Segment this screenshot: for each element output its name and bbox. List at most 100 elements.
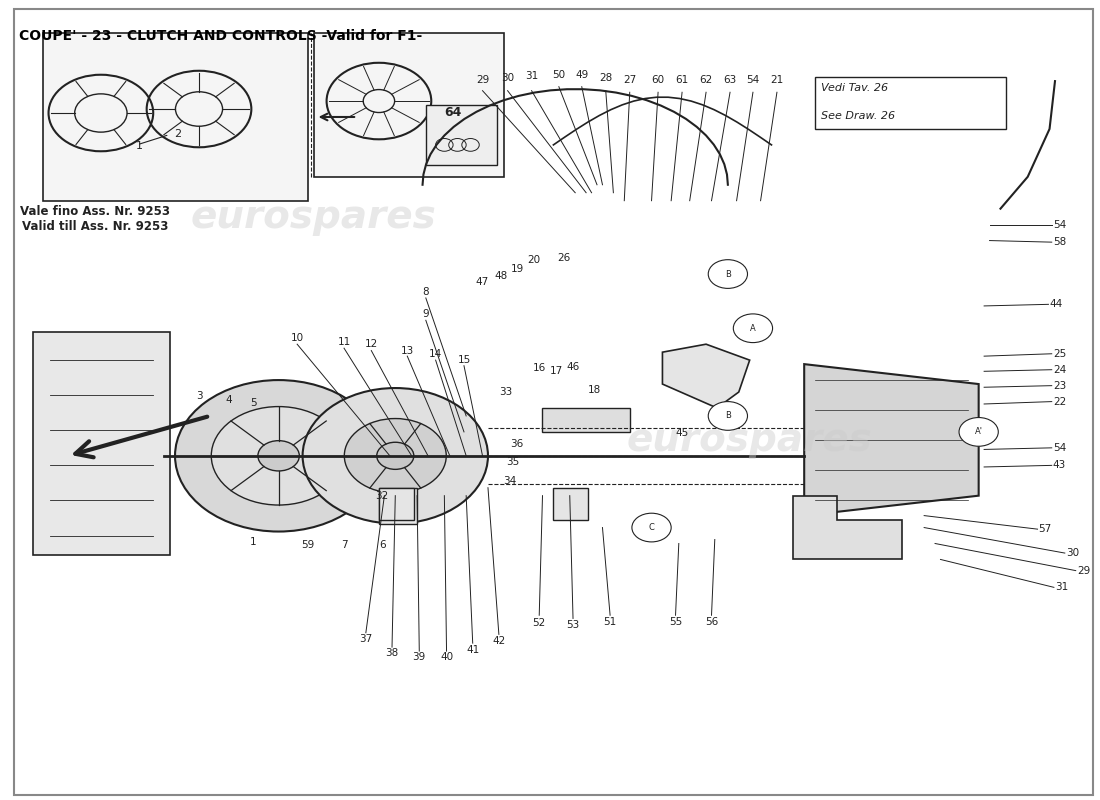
Text: 16: 16 bbox=[532, 363, 546, 373]
Text: 38: 38 bbox=[385, 648, 398, 658]
Text: 35: 35 bbox=[506, 457, 519, 467]
Text: 26: 26 bbox=[558, 253, 571, 263]
Text: 33: 33 bbox=[498, 387, 512, 397]
Text: 37: 37 bbox=[360, 634, 373, 644]
Text: 34: 34 bbox=[503, 476, 516, 486]
Text: 30: 30 bbox=[500, 73, 514, 82]
Text: 20: 20 bbox=[527, 255, 540, 266]
Text: 32: 32 bbox=[375, 490, 388, 501]
Text: 60: 60 bbox=[651, 75, 664, 85]
Circle shape bbox=[959, 418, 999, 446]
Text: 12: 12 bbox=[365, 339, 378, 349]
Bar bbox=[553, 488, 588, 519]
Text: eurospares: eurospares bbox=[190, 198, 437, 236]
FancyBboxPatch shape bbox=[33, 332, 169, 555]
Text: 25: 25 bbox=[1053, 349, 1066, 358]
Text: B: B bbox=[725, 411, 730, 421]
Text: 5: 5 bbox=[250, 398, 256, 408]
FancyBboxPatch shape bbox=[426, 105, 497, 165]
Text: 50: 50 bbox=[552, 70, 565, 79]
Text: 24: 24 bbox=[1053, 365, 1066, 374]
Text: 62: 62 bbox=[700, 75, 713, 85]
Text: 53: 53 bbox=[566, 620, 580, 630]
Text: 45: 45 bbox=[675, 429, 689, 438]
Text: 3: 3 bbox=[196, 391, 202, 401]
Text: 27: 27 bbox=[623, 75, 637, 85]
Text: eurospares: eurospares bbox=[627, 421, 872, 459]
Text: 13: 13 bbox=[400, 346, 414, 355]
Text: COUPE' - 23 - CLUTCH AND CONTROLS -Valid for F1-: COUPE' - 23 - CLUTCH AND CONTROLS -Valid… bbox=[19, 30, 422, 43]
Text: 31: 31 bbox=[525, 71, 538, 81]
Text: 41: 41 bbox=[466, 645, 480, 654]
Text: 1: 1 bbox=[135, 141, 143, 151]
Text: Vedi Tav. 26: Vedi Tav. 26 bbox=[821, 83, 888, 93]
Circle shape bbox=[708, 260, 748, 288]
Text: A: A bbox=[750, 324, 756, 333]
Circle shape bbox=[211, 406, 345, 505]
Text: See Draw. 26: See Draw. 26 bbox=[821, 111, 894, 121]
Polygon shape bbox=[804, 364, 979, 515]
Text: 42: 42 bbox=[493, 636, 506, 646]
Text: 44: 44 bbox=[1049, 299, 1063, 310]
Text: 59: 59 bbox=[301, 540, 315, 550]
Text: 51: 51 bbox=[604, 617, 617, 626]
Text: 11: 11 bbox=[338, 337, 351, 347]
Text: A': A' bbox=[975, 427, 982, 436]
Circle shape bbox=[257, 441, 299, 471]
Text: 47: 47 bbox=[476, 277, 490, 287]
Text: 39: 39 bbox=[412, 652, 426, 662]
Text: 21: 21 bbox=[770, 75, 783, 85]
Bar bbox=[314, 34, 504, 177]
Text: 57: 57 bbox=[1038, 524, 1052, 534]
Bar bbox=[378, 488, 414, 519]
Text: 1: 1 bbox=[250, 537, 256, 547]
Text: 30: 30 bbox=[1066, 548, 1079, 558]
Text: 23: 23 bbox=[1053, 381, 1066, 390]
Text: 63: 63 bbox=[724, 75, 737, 85]
Text: 6: 6 bbox=[378, 540, 385, 550]
Text: 43: 43 bbox=[1053, 460, 1066, 470]
Text: 54: 54 bbox=[1053, 220, 1066, 230]
Text: 29: 29 bbox=[476, 75, 490, 85]
Text: B: B bbox=[725, 270, 730, 278]
Text: 9: 9 bbox=[422, 309, 429, 319]
Text: 28: 28 bbox=[600, 73, 613, 82]
Circle shape bbox=[377, 442, 414, 470]
Text: 10: 10 bbox=[290, 333, 304, 343]
Polygon shape bbox=[662, 344, 750, 408]
Text: 46: 46 bbox=[566, 362, 580, 371]
Text: 54: 54 bbox=[1053, 443, 1066, 453]
Circle shape bbox=[175, 380, 382, 531]
Bar bbox=[542, 408, 629, 432]
Text: 2: 2 bbox=[174, 129, 180, 139]
Text: 4: 4 bbox=[226, 395, 232, 405]
Text: 48: 48 bbox=[494, 271, 508, 282]
Circle shape bbox=[631, 514, 671, 542]
Text: 31: 31 bbox=[1055, 582, 1068, 592]
Text: 7: 7 bbox=[341, 540, 348, 550]
Text: 19: 19 bbox=[510, 264, 524, 274]
Circle shape bbox=[344, 418, 447, 493]
Circle shape bbox=[302, 388, 488, 523]
Text: 49: 49 bbox=[575, 70, 589, 79]
Bar bbox=[815, 77, 1005, 129]
Text: 8: 8 bbox=[422, 287, 429, 298]
Circle shape bbox=[734, 314, 772, 342]
Text: 29: 29 bbox=[1077, 566, 1090, 576]
Text: 18: 18 bbox=[588, 386, 602, 395]
Text: 54: 54 bbox=[746, 75, 760, 85]
Text: C: C bbox=[649, 523, 654, 532]
Text: Vale fino Ass. Nr. 9253
Valid till Ass. Nr. 9253: Vale fino Ass. Nr. 9253 Valid till Ass. … bbox=[21, 205, 171, 233]
Text: 52: 52 bbox=[532, 618, 546, 628]
Circle shape bbox=[708, 402, 748, 430]
Text: 55: 55 bbox=[669, 617, 682, 626]
Text: 36: 36 bbox=[509, 439, 522, 449]
Text: 17: 17 bbox=[550, 366, 563, 375]
Polygon shape bbox=[793, 496, 902, 559]
Text: 15: 15 bbox=[458, 355, 471, 365]
Bar bbox=[378, 488, 417, 523]
Text: 40: 40 bbox=[440, 652, 453, 662]
Text: 56: 56 bbox=[705, 617, 718, 626]
Text: 58: 58 bbox=[1053, 237, 1066, 247]
Bar bbox=[43, 34, 308, 201]
